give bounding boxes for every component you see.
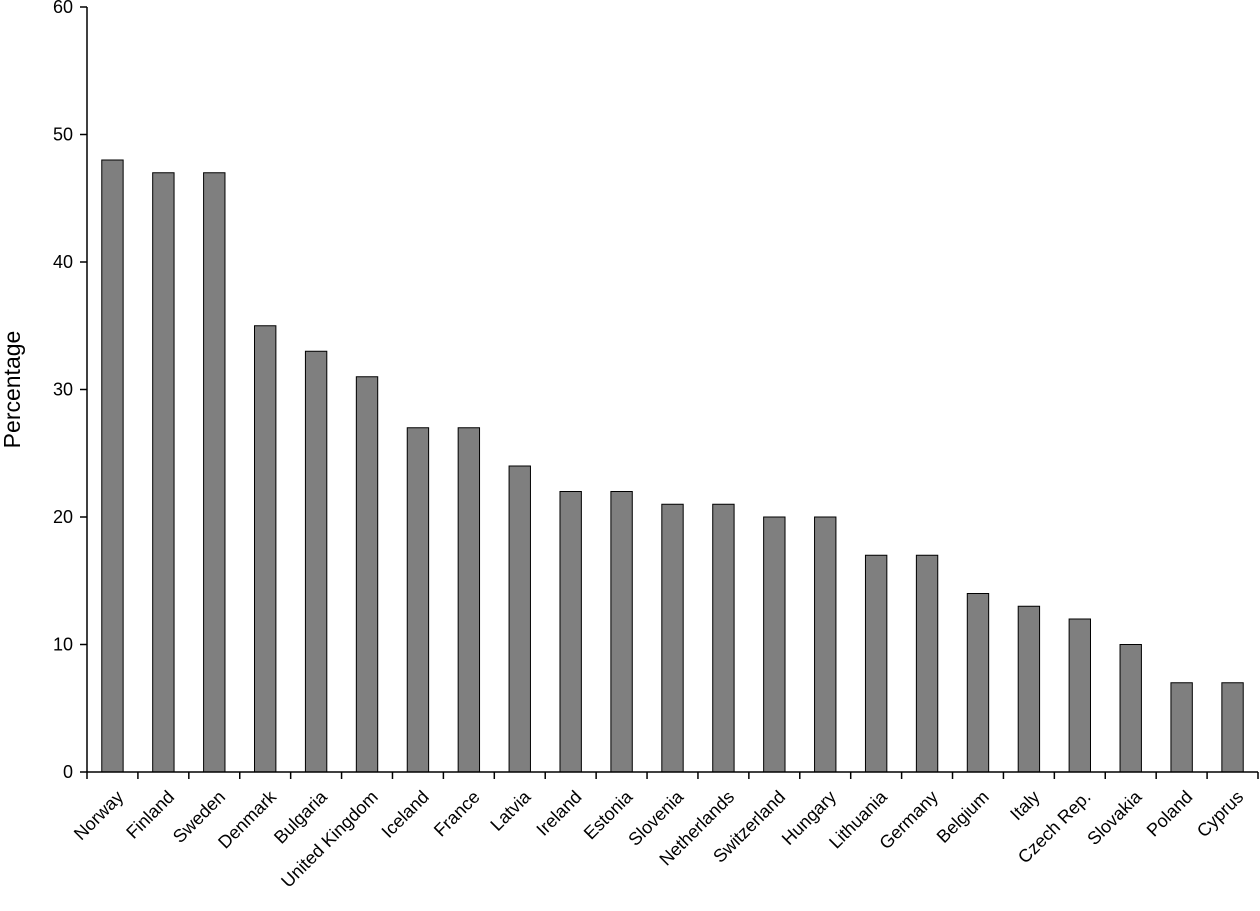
bar-iceland <box>406 427 430 773</box>
bar-estonia <box>610 491 633 773</box>
bar-ireland <box>559 491 582 773</box>
bar-hungary <box>814 516 837 773</box>
bar-france <box>457 427 481 773</box>
bar-sweden <box>203 172 226 773</box>
x-tick-label: Belgium <box>933 787 993 847</box>
y-tick-label: 30 <box>53 380 73 400</box>
bar-slovenia <box>661 503 684 773</box>
bar-finland <box>152 172 175 773</box>
y-tick-label: 40 <box>53 252 73 272</box>
bars <box>101 159 1244 773</box>
bar-lithuania <box>864 554 888 773</box>
x-tick-label: Cyprus <box>1193 787 1247 841</box>
x-tick-label: Slovakia <box>1083 786 1146 849</box>
x-tick-label: France <box>430 787 484 841</box>
y-tick-label: 20 <box>53 507 73 527</box>
bar-poland <box>1170 682 1193 773</box>
x-tick-label: Iceland <box>378 787 433 842</box>
y-tick-label: 50 <box>53 125 73 145</box>
x-axis-ticks <box>86 772 1259 779</box>
bar-norway <box>101 159 124 773</box>
y-axis-ticks: 0 10 20 30 40 50 60 <box>53 0 87 782</box>
bar-italy <box>1017 605 1041 773</box>
y-tick-label: 10 <box>53 635 73 655</box>
y-axis-title: Percentage <box>0 331 25 449</box>
bar-switzerland <box>763 516 786 773</box>
x-tick-label: Norway <box>70 787 127 844</box>
x-tick-label: Latvia <box>486 786 535 835</box>
bar-slovakia <box>1119 644 1142 773</box>
bar-cyprus <box>1221 682 1244 773</box>
bar-united-kingdom <box>355 376 379 773</box>
y-tick-label: 0 <box>63 762 73 782</box>
bar-netherlands <box>712 503 735 773</box>
bar-bulgaria <box>304 350 328 773</box>
bar-latvia <box>508 465 531 773</box>
x-tick-label: Ireland <box>532 787 585 840</box>
category-labels: NorwayFinlandSwedenDenmarkBulgariaUnited… <box>70 786 1247 891</box>
bar-belgium <box>966 593 990 773</box>
bar-germany <box>915 554 939 773</box>
x-tick-label: Italy <box>1006 787 1043 824</box>
x-tick-label: United Kingdom <box>277 787 382 892</box>
bar-czech-rep <box>1068 618 1091 773</box>
y-tick-label: 60 <box>53 0 73 17</box>
x-tick-label: Poland <box>1143 787 1197 841</box>
bar-denmark <box>254 325 277 773</box>
